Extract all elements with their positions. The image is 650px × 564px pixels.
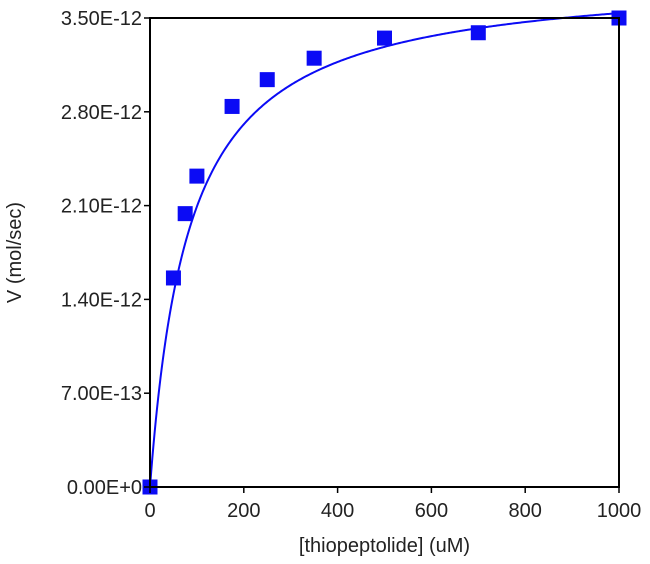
plot-frame bbox=[149, 17, 620, 488]
y-tick-label: 7.00E-13 bbox=[61, 383, 142, 405]
data-point bbox=[306, 50, 322, 66]
fit-curve bbox=[149, 12, 620, 488]
data-point bbox=[177, 206, 193, 222]
y-tick-label: 3.50E-12 bbox=[61, 8, 142, 30]
x-tick-label: 1000 bbox=[597, 500, 642, 522]
data-point bbox=[377, 30, 392, 46]
x-tick-label: 400 bbox=[321, 500, 354, 522]
x-axis-ticks: 0 200 400 600 800 1000 bbox=[144, 487, 641, 522]
x-tick-label: 800 bbox=[509, 500, 542, 522]
x-tick-label: 600 bbox=[415, 500, 448, 522]
y-tick-label: 0.00E+0 bbox=[67, 477, 142, 499]
data-point bbox=[259, 72, 275, 88]
plot-layer bbox=[142, 10, 627, 495]
y-axis-label: V (mol/sec) bbox=[4, 202, 26, 303]
x-axis-label: [thiopeptolide] (uM) bbox=[299, 535, 470, 557]
data-point bbox=[470, 25, 486, 41]
x-tick-label: 0 bbox=[144, 500, 155, 522]
y-tick-label: 2.80E-12 bbox=[61, 102, 142, 124]
data-point bbox=[189, 168, 205, 184]
data-point bbox=[224, 98, 240, 114]
y-axis-ticks: 0.00E+0 7.00E-13 1.40E-12 2.10E-12 2.80E-12 3… bbox=[61, 8, 150, 499]
y-tick-label: 2.10E-12 bbox=[61, 196, 142, 218]
y-tick-label: 1.40E-12 bbox=[61, 289, 142, 311]
x-tick-label: 200 bbox=[227, 500, 260, 522]
data-point bbox=[165, 270, 181, 286]
